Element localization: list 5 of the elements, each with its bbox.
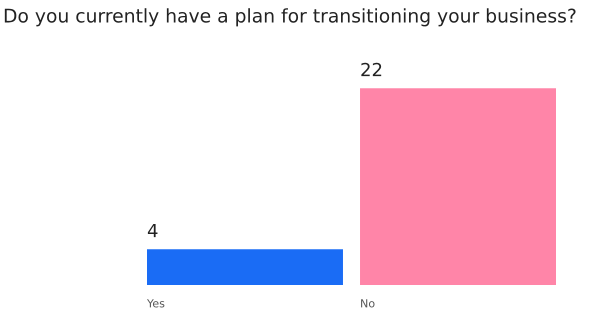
x-tick-label: Yes <box>146 299 164 308</box>
chart-title: Do you currently have a plan for transitioning your business? <box>4 8 576 26</box>
x-tick-label: No <box>361 299 375 308</box>
data-label: 4 <box>148 224 158 238</box>
data-label: 22 <box>361 62 382 76</box>
